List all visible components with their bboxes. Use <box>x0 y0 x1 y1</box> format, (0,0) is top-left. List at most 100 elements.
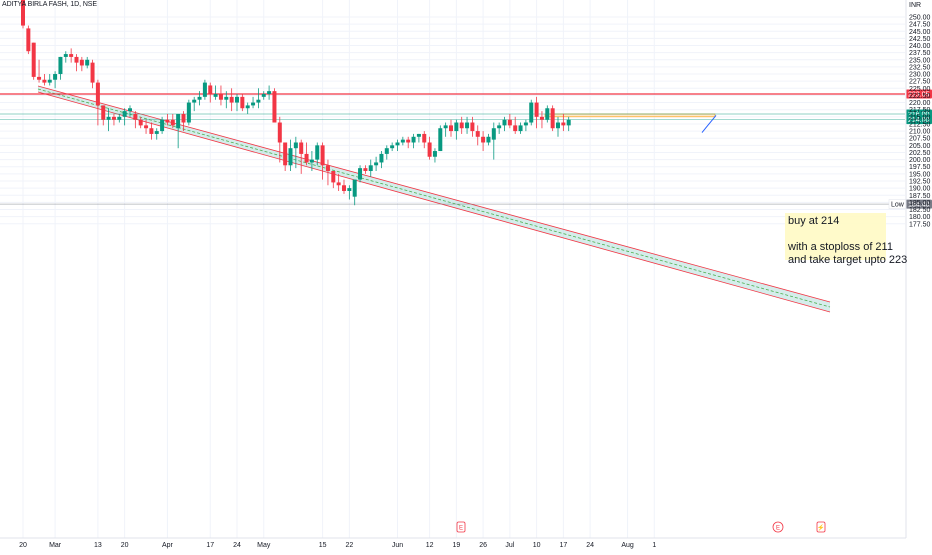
low-prefix-label: Low <box>891 202 905 209</box>
candle-body <box>411 136 416 143</box>
channel-fill <box>38 86 830 312</box>
candle-body <box>529 102 534 123</box>
candles <box>21 0 571 206</box>
candle <box>309 151 314 172</box>
time-axis[interactable]: 20 Mar 13 20 Apr 17 24 May 15 22 Jun 12 19 26 Jul 10 17 2… <box>0 537 906 549</box>
candle <box>331 171 336 189</box>
candle <box>427 136 432 160</box>
candle <box>518 122 523 134</box>
candle-body <box>176 113 181 129</box>
candle-body <box>352 179 357 197</box>
candle-body <box>267 91 272 95</box>
candle-body <box>454 122 459 132</box>
price-tick-label: 185.00 <box>909 200 931 207</box>
price-tick-label: 240.00 <box>909 43 931 50</box>
candle-body <box>449 125 453 132</box>
candle-body <box>475 131 480 137</box>
candle <box>411 133 416 149</box>
candle-body <box>106 116 111 120</box>
time-tick-label: Mar <box>49 542 62 549</box>
candle-body <box>240 96 245 109</box>
time-tick-label: 24 <box>233 542 241 549</box>
price-tick-label: 190.00 <box>909 186 931 193</box>
candle-body <box>534 102 539 117</box>
candle <box>42 74 47 86</box>
breakout-trend-line <box>701 115 717 133</box>
price-axis[interactable]: 250.00247.50245.00242.50240.00237.50235.… <box>905 0 931 538</box>
earnings-event-icon <box>456 521 466 533</box>
candle <box>218 85 223 106</box>
candle <box>470 116 475 137</box>
channel-lower-line <box>37 91 831 313</box>
candle <box>395 139 400 152</box>
candle-body <box>368 165 373 172</box>
candle <box>481 131 486 152</box>
candle <box>288 139 293 172</box>
candle-body <box>74 56 79 63</box>
time-tick-label: 12 <box>426 542 434 549</box>
candle-body <box>395 142 400 146</box>
event-markers[interactable]: E ⚡ E <box>456 521 826 533</box>
candle <box>133 111 138 129</box>
candle <box>74 54 79 72</box>
candle <box>352 179 357 206</box>
candle-body <box>336 182 341 186</box>
price-tick-label: 245.00 <box>909 29 931 36</box>
candle <box>342 179 346 194</box>
event-label: ⚡ <box>817 524 824 532</box>
time-tick-label: Jul <box>505 542 514 549</box>
candle <box>37 59 42 83</box>
candle-body <box>79 59 84 66</box>
candle <box>422 131 427 149</box>
symbol-title[interactable]: ADITYA BIRLA FASH, 1D, NSE <box>2 1 97 8</box>
candle-body <box>283 142 288 166</box>
candle-body <box>497 125 502 129</box>
price-tick-label: 235.00 <box>909 57 931 64</box>
candle <box>267 85 272 100</box>
trend-channel[interactable] <box>37 85 831 313</box>
candle <box>63 51 68 63</box>
candle-body <box>513 125 518 132</box>
candle <box>384 145 389 160</box>
price-tag-label: 216.00 <box>908 111 930 118</box>
candle-body <box>288 148 293 166</box>
candle <box>101 105 106 126</box>
event-label: E <box>459 526 463 532</box>
candle-body <box>481 136 486 143</box>
candle <box>176 113 181 149</box>
candle-body <box>309 159 314 163</box>
candle <box>507 113 512 129</box>
time-tick-label: 17 <box>206 542 214 549</box>
candle <box>438 125 443 152</box>
candle-body <box>90 62 95 83</box>
breakout-zone <box>544 113 716 118</box>
candle-body <box>545 108 550 120</box>
candle <box>545 105 550 123</box>
candle <box>465 116 470 134</box>
candle <box>293 136 298 169</box>
candle <box>128 105 132 117</box>
candle-body <box>197 96 202 100</box>
candle-body <box>470 122 475 132</box>
candle-body <box>556 122 560 129</box>
candle <box>138 116 143 129</box>
candle <box>320 142 325 180</box>
candle-body <box>277 122 282 143</box>
candle <box>379 151 384 169</box>
candle <box>186 99 191 126</box>
candle-body <box>251 102 256 106</box>
candle <box>26 25 31 55</box>
candle-body <box>213 94 218 97</box>
note-box[interactable] <box>785 213 886 260</box>
candle <box>406 136 411 149</box>
candle <box>529 99 534 126</box>
candle <box>202 79 207 100</box>
candle <box>400 136 405 146</box>
candle <box>358 165 363 183</box>
candle <box>235 94 239 112</box>
candle-body <box>320 145 325 166</box>
candle-body <box>347 188 352 191</box>
